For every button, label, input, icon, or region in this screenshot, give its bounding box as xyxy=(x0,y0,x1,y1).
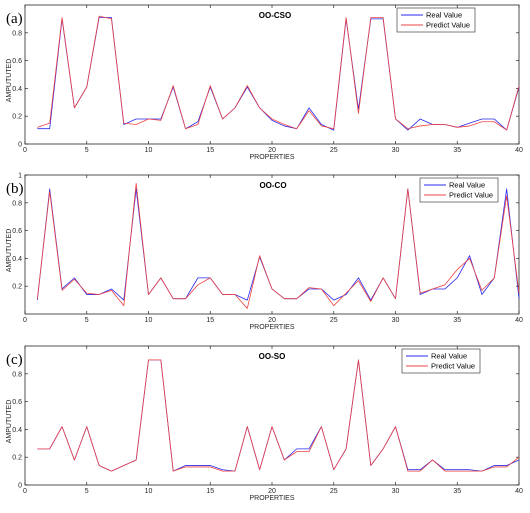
x-tick-label: 30 xyxy=(392,488,400,495)
x-tick-label: 5 xyxy=(85,147,89,154)
legend-label-real: Real Value xyxy=(431,352,467,361)
x-tick-label: 0 xyxy=(23,488,27,495)
y-tick-label: 0 xyxy=(18,483,22,490)
x-tick-label: 25 xyxy=(330,488,338,495)
x-axis-label: PROPERTIES xyxy=(250,495,295,502)
x-tick-label: 30 xyxy=(392,317,400,324)
panel-2: 0 5 10 15 20 25 30 35 40 0.2 0.4 0.6 0.8 1 PROPERTIES A… xyxy=(6,173,523,332)
x-tick-label: 40 xyxy=(515,317,523,324)
y-tick-label: 0.2 xyxy=(12,455,22,462)
y-tick-label: 0.4 xyxy=(12,427,22,434)
x-tick-label: 0 xyxy=(23,317,27,324)
y-tick-label: 0.6 xyxy=(12,399,22,406)
x-tick-label: 25 xyxy=(330,147,338,154)
y-tick-label: 0.4 xyxy=(12,256,22,263)
x-tick-label: 15 xyxy=(206,147,214,154)
legend-label-predict: Predict Value xyxy=(426,21,470,30)
y-tick-label: 0.8 xyxy=(12,371,22,378)
y-tick-label: 1 xyxy=(18,173,22,180)
panel-title: OO-SO xyxy=(259,352,286,361)
x-tick-label: 40 xyxy=(515,488,523,495)
y-tick-label: 0.6 xyxy=(12,58,22,65)
x-tick-label: 20 xyxy=(268,147,276,154)
legend-box xyxy=(401,348,481,374)
legend-box xyxy=(419,177,499,203)
legend-label-predict: Predict Value xyxy=(431,362,475,371)
x-tick-label: 10 xyxy=(145,317,153,324)
x-tick-label: 15 xyxy=(206,488,214,495)
legend-box xyxy=(396,7,476,33)
series-line-predict xyxy=(36,182,520,309)
y-tick-label: 0.8 xyxy=(12,200,22,207)
series-line-real xyxy=(37,359,520,472)
y-axis-label: AMPUTUTED xyxy=(6,59,13,103)
x-tick-label: 35 xyxy=(453,488,461,495)
x-tick-label: 10 xyxy=(145,488,153,495)
panel-1: 0 5 10 15 20 25 30 35 40 0 0.2 0.4 0.6 0.8 PROPERTIES A… xyxy=(6,4,523,161)
panel-letter: (a) xyxy=(6,11,23,27)
x-axis-label: PROPERTIES xyxy=(250,154,295,161)
y-axis-label: AMPUTUTED xyxy=(6,400,13,444)
panel-title: OO-CSO xyxy=(259,11,291,20)
x-tick-label: 25 xyxy=(330,317,338,324)
panel-letter: (b) xyxy=(6,181,24,197)
y-tick-label: 0.2 xyxy=(12,284,22,291)
series-line-real xyxy=(37,17,520,131)
legend-label-predict: Predict Value xyxy=(449,191,493,200)
series-line-predict xyxy=(37,359,520,472)
y-tick-label: 0 xyxy=(18,142,22,149)
y-tick-label: 0.4 xyxy=(12,86,22,93)
x-tick-label: 30 xyxy=(392,147,400,154)
y-tick-label: 0.2 xyxy=(12,114,22,121)
x-tick-label: 20 xyxy=(268,317,276,324)
x-tick-label: 5 xyxy=(85,488,89,495)
x-tick-label: 15 xyxy=(206,317,214,324)
panel-3: 0 5 10 15 20 25 30 35 40 0 0.2 0.4 0.6 0.8 PROPERTIES A… xyxy=(6,345,523,502)
x-tick-label: 40 xyxy=(515,147,523,154)
x-axis-label: PROPERTIES xyxy=(250,324,295,331)
x-tick-label: 35 xyxy=(453,317,461,324)
legend-label-real: Real Value xyxy=(449,181,485,190)
series-line-predict xyxy=(37,15,520,131)
x-tick-label: 35 xyxy=(453,147,461,154)
series-line-real xyxy=(36,188,520,301)
legend-label-real: Real Value xyxy=(426,11,462,20)
y-tick-label: 0.8 xyxy=(12,30,22,37)
x-tick-label: 20 xyxy=(268,488,276,495)
y-axis-label: AMPUTUTED xyxy=(6,229,13,273)
panel-title: OO-CO xyxy=(259,181,286,190)
x-tick-label: 10 xyxy=(145,147,153,154)
panel-letter: (c) xyxy=(6,352,23,368)
x-tick-label: 0 xyxy=(23,147,27,154)
y-tick-label: 0.6 xyxy=(12,228,22,235)
x-tick-label: 5 xyxy=(85,317,89,324)
